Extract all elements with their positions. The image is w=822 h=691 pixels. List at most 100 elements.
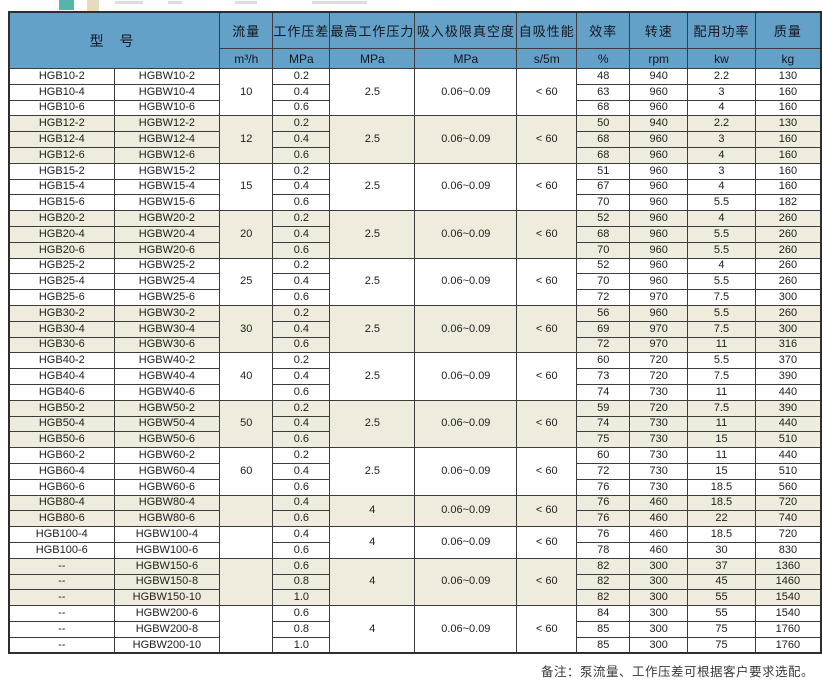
cell-power: 4 — [687, 99, 756, 117]
cell-max-pressure: 2.5 — [329, 115, 416, 164]
cell-mass: 1540 — [754, 605, 822, 622]
cell-power: 2.2 — [687, 68, 756, 85]
cell-mass: 1760 — [754, 620, 822, 638]
cell-model-hgbw: HGBW60-2 — [113, 447, 221, 464]
cell-efficiency: 67 — [576, 178, 631, 196]
cell-model-hgbw: HGBW30-2 — [113, 304, 221, 322]
cell-model-hgb: HGB10-4 — [8, 83, 115, 101]
cell-pressure-diff: 0.6 — [272, 194, 331, 212]
cell-pressure-diff: 0.6 — [272, 510, 331, 528]
cell-mass: 390 — [754, 399, 822, 417]
cell-efficiency: 85 — [576, 620, 631, 638]
cell-power: 37 — [687, 557, 756, 575]
cell-vacuum: 0.06~0.09 — [414, 210, 518, 259]
cell-self-priming: < 60 — [516, 526, 578, 559]
spec-row: HGB12-4 HGBW12-4 0.4 68 960 3 160 — [8, 131, 822, 148]
cell-mass: 260 — [754, 304, 822, 322]
cell-model-hgb: HGB50-4 — [8, 415, 115, 433]
cell-power: 4 — [687, 210, 756, 227]
cell-speed: 960 — [629, 83, 689, 101]
cell-power: 2.2 — [687, 115, 756, 133]
cell-mass: 160 — [754, 178, 822, 196]
cell-flow: 30 — [219, 304, 274, 354]
cell-self-priming: < 60 — [516, 304, 578, 354]
cell-model-hgbw: HGBW25-4 — [113, 273, 221, 291]
cell-flow: 25 — [219, 257, 274, 306]
cell-efficiency: 68 — [576, 99, 631, 117]
cell-pressure-diff: 1.0 — [272, 589, 331, 607]
cell-model-hgbw: HGBW12-2 — [113, 115, 221, 133]
cell-vacuum: 0.06~0.09 — [414, 526, 518, 559]
col-unit-6: rpm — [629, 48, 689, 69]
cell-power: 18.5 — [687, 478, 756, 496]
cell-mass: 830 — [754, 541, 822, 559]
cell-efficiency: 74 — [576, 415, 631, 433]
cell-self-priming: < 60 — [516, 257, 578, 306]
cell-model-hgbw: HGBW10-2 — [113, 68, 221, 85]
cell-model-hgbw: HGBW25-2 — [113, 257, 221, 275]
spec-row: -- HGBW150-10 1.0 82 300 55 1540 — [8, 589, 822, 607]
cell-power: 3 — [687, 162, 756, 180]
cell-model-hgbw: HGBW60-4 — [113, 462, 221, 480]
cell-self-priming: < 60 — [516, 67, 578, 117]
cell-mass: 510 — [754, 431, 822, 449]
cell-max-pressure: 4 — [329, 605, 416, 654]
cell-power: 4 — [687, 146, 756, 164]
cell-pressure-diff: 0.6 — [272, 605, 331, 622]
cell-model-hgbw: HGBW40-6 — [113, 383, 221, 401]
cell-mass: 130 — [754, 115, 822, 133]
spec-row: HGB30-4 HGBW30-4 0.4 69 970 7.5 300 — [8, 320, 822, 338]
cell-max-pressure: 2.5 — [329, 352, 416, 401]
spec-row: HGB15-4 HGBW15-4 0.4 67 960 4 160 — [8, 178, 822, 196]
cell-speed: 960 — [629, 304, 689, 322]
spec-row: HGB30-2 HGBW30-2 30 0.2 2.5 0.06~0.09 < 60 56 96… — [8, 304, 822, 354]
cell-mass: 260 — [754, 241, 822, 259]
cell-power: 3 — [687, 131, 756, 148]
cell-efficiency: 52 — [576, 257, 631, 275]
cell-max-pressure: 4 — [329, 557, 416, 607]
cell-power: 30 — [687, 541, 756, 559]
cell-efficiency: 63 — [576, 83, 631, 101]
cell-pressure-diff: 0.4 — [272, 83, 331, 101]
cell-speed: 300 — [629, 620, 689, 638]
cell-flow — [219, 605, 274, 654]
cell-pressure-diff: 0.2 — [272, 257, 331, 275]
cell-speed: 960 — [629, 194, 689, 212]
cell-speed: 730 — [629, 415, 689, 433]
cell-power: 15 — [687, 431, 756, 449]
cell-speed: 970 — [629, 336, 689, 354]
cell-pressure-diff: 0.4 — [272, 494, 331, 512]
cell-speed: 300 — [629, 573, 689, 591]
col-unit-8: kg — [754, 48, 822, 69]
col-unit-7: kw — [687, 48, 756, 69]
cell-speed: 940 — [629, 115, 689, 133]
cell-model-hgbw: HGBW200-10 — [113, 636, 221, 654]
spec-row: HGB20-2 HGBW20-2 20 0.2 2.5 0.06~0.09 < 60 52 96… — [8, 210, 822, 259]
spec-row: HGB12-2 HGBW12-2 12 0.2 2.5 0.06~0.09 < 60 50 94… — [8, 115, 822, 164]
cell-speed: 460 — [629, 541, 689, 559]
cell-max-pressure: 4 — [329, 526, 416, 559]
cell-speed: 730 — [629, 478, 689, 496]
cell-model-hgbw: HGBW50-6 — [113, 431, 221, 449]
cell-flow — [219, 557, 274, 607]
cell-model-hgbw: HGBW20-4 — [113, 225, 221, 243]
spec-row: HGB25-2 HGBW25-2 25 0.2 2.5 0.06~0.09 < 60 52 96… — [8, 257, 822, 306]
col-header-8: 质量 — [754, 11, 822, 49]
cell-vacuum: 0.06~0.09 — [414, 605, 518, 654]
cell-max-pressure: 2.5 — [329, 447, 416, 496]
cell-power: 75 — [687, 636, 756, 654]
cell-efficiency: 78 — [576, 541, 631, 559]
cell-speed: 960 — [629, 146, 689, 164]
cell-vacuum: 0.06~0.09 — [414, 399, 518, 449]
spec-row: HGB20-4 HGBW20-4 0.4 68 960 5.5 260 — [8, 225, 822, 243]
pump-spec-table-container: 型 号 流量 工作压差 最高工作压力 吸入极限真空度 自吸性能 效率 转速 配用功率 质量 m³… — [8, 11, 822, 655]
cell-power: 45 — [687, 573, 756, 591]
cell-efficiency: 76 — [576, 526, 631, 543]
cell-pressure-diff: 0.2 — [272, 399, 331, 417]
cell-efficiency: 50 — [576, 115, 631, 133]
cell-model-hgb: HGB12-6 — [8, 146, 115, 164]
cell-mass: 560 — [754, 478, 822, 496]
cell-mass: 130 — [754, 68, 822, 85]
cell-efficiency: 70 — [576, 241, 631, 259]
cell-model-hgb: -- — [8, 620, 115, 638]
